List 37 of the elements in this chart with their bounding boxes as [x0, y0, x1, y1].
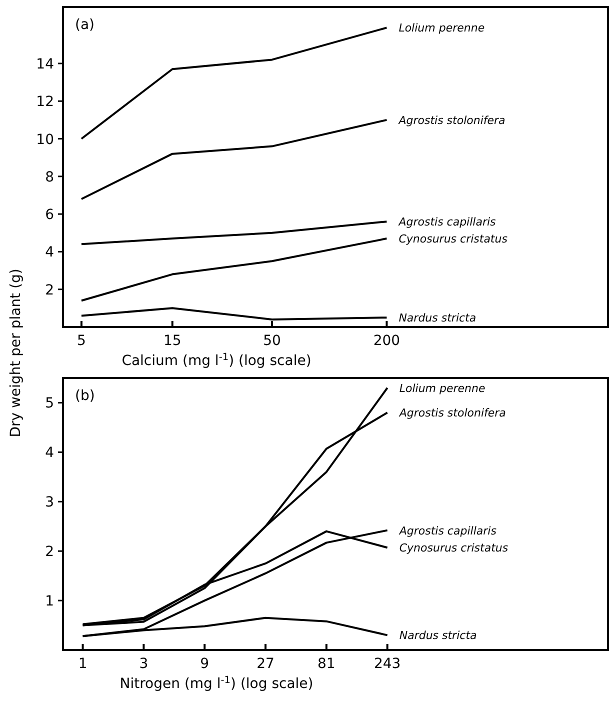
series-label: Nardus stricta	[399, 629, 477, 642]
x-tick-label: 9	[200, 656, 210, 672]
text: (a)	[75, 17, 95, 33]
x-tick-label: 1	[78, 656, 88, 672]
y-tick-label: 2	[45, 544, 54, 560]
x-tick-label: 50	[263, 333, 281, 349]
y-tick-label: 1	[45, 594, 54, 610]
y-tick-label: 4	[45, 244, 54, 261]
x-tick-label: 5	[77, 333, 86, 349]
y-tick-label: 8	[45, 169, 54, 186]
y-tick-label: 2	[45, 282, 54, 298]
series-label: Cynosurus cristatus	[399, 542, 508, 555]
y-tick-label: 6	[45, 207, 54, 224]
x-tick-label: 3	[139, 656, 148, 672]
y-tick-label: 5	[45, 396, 54, 412]
series-label: Agrostis stolonifera	[398, 406, 506, 420]
x-axis-title: Nitrogen (mg l$^{-1}$) (log scale)	[120, 674, 314, 692]
series-label: Nardus stricta	[398, 312, 476, 325]
series-label: Agrostis capillaris	[398, 524, 497, 538]
y-tick-label: 14	[36, 56, 54, 72]
x-tick-label: 15	[163, 333, 182, 349]
y-tick-label: 12	[36, 94, 54, 110]
x-tick-label: 27	[256, 656, 274, 672]
series-label: Cynosurus cristatus	[398, 232, 508, 246]
y-tick-label: 3	[45, 494, 54, 511]
series-label: Lolium perenne	[399, 382, 486, 395]
x-tick-label: 243	[374, 656, 401, 672]
x-tick-label: 81	[318, 656, 336, 672]
series-label: Lolium perenne	[398, 22, 485, 35]
x-tick-label: 200	[373, 333, 400, 349]
x-axis-title: Calcium (mg l$^{-1}$) (log scale)	[122, 352, 312, 369]
y-tick-label: 4	[45, 445, 54, 462]
y-axis-title: Dry weight per plant (g)	[8, 268, 24, 438]
series-label: Agrostis capillaris	[398, 216, 496, 229]
y-tick-label: 10	[36, 132, 54, 148]
text: (b)	[75, 388, 95, 404]
series-label: Agrostis stolonifera	[398, 114, 506, 127]
